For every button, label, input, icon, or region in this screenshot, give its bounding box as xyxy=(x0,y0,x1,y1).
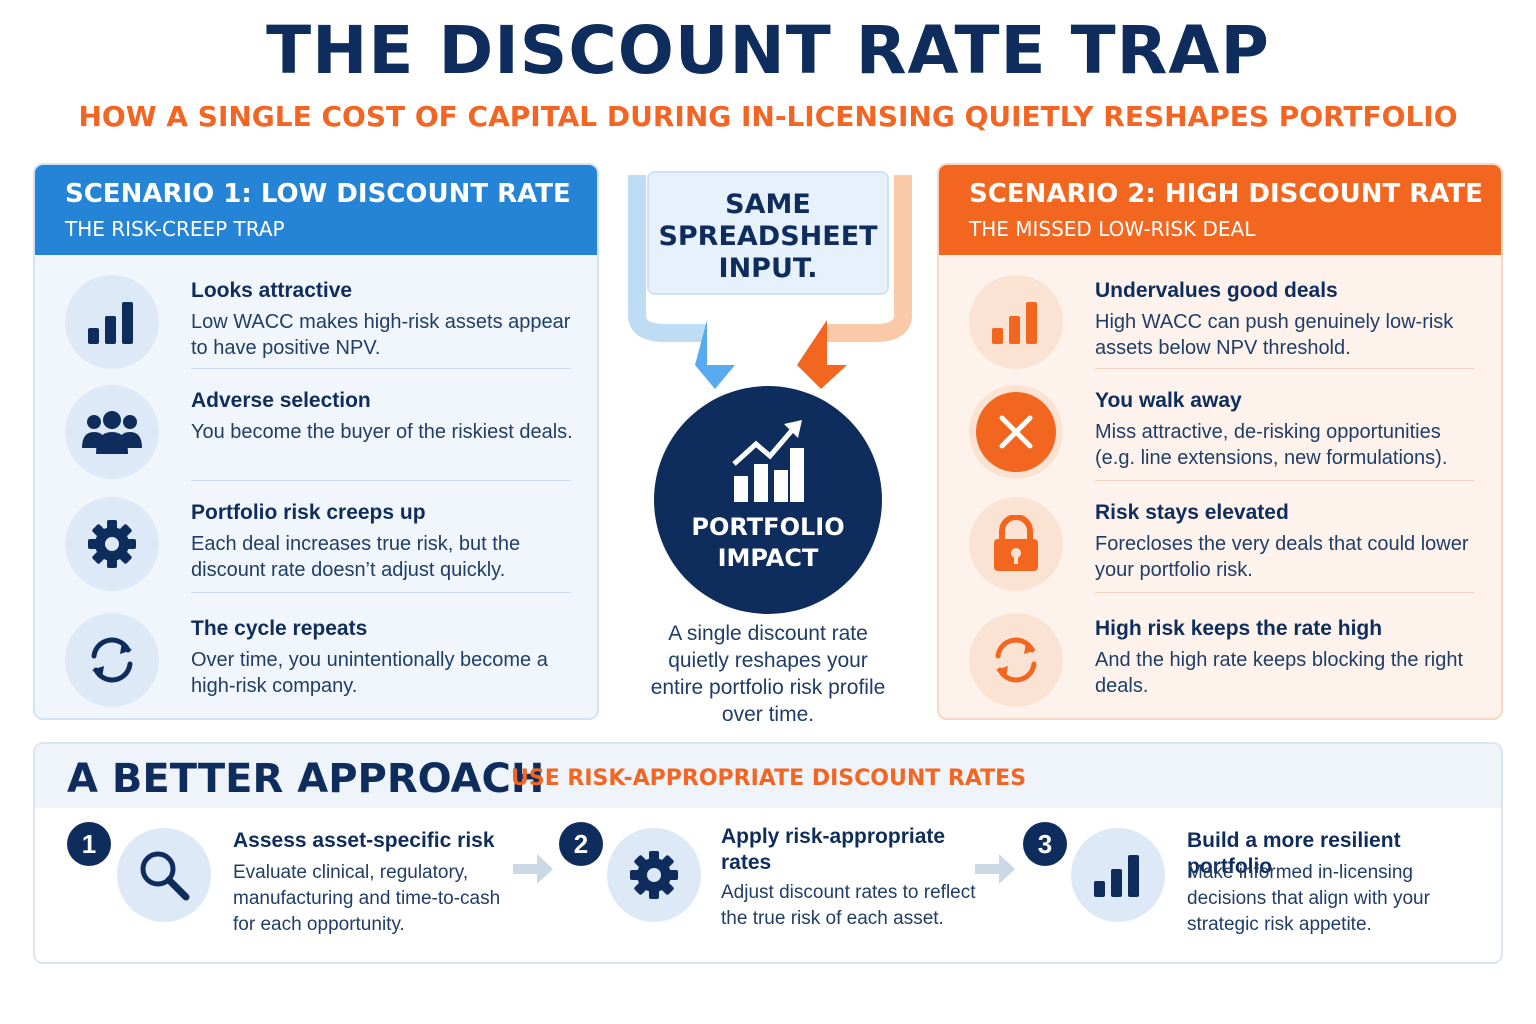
scenario2-header: SCENARIO 2: HIGH DISCOUNT RATE THE MISSE… xyxy=(939,165,1501,255)
scenario2-item-risk-elevated: Risk stays elevated Forecloses the very … xyxy=(939,487,1501,599)
item-title: Undervalues good deals xyxy=(1095,279,1338,302)
scenario1-item-looks-attractive: Looks attractive Low WACC makes high-ris… xyxy=(35,265,597,377)
approach-subtitle: USE RISK-APPROPRIATE DISCOUNT RATES xyxy=(511,766,1027,791)
search-icon xyxy=(117,828,211,922)
step-desc: Adjust discount rates to reflect the tru… xyxy=(721,882,976,929)
scenario2-item-undervalues: Undervalues good deals High WACC can pus… xyxy=(939,265,1501,377)
input-line: SAME xyxy=(725,189,811,220)
scenario1-item-adverse-selection: Adverse selection You become the buyer o… xyxy=(35,375,597,487)
item-desc: Each deal increases true risk, but the d… xyxy=(191,533,521,581)
bar-chart-icon xyxy=(969,275,1063,369)
approach-header xyxy=(35,744,1501,808)
scenario1-title: SCENARIO 1: LOW DISCOUNT RATE xyxy=(65,179,571,209)
step-title: Assess asset-specific risk xyxy=(233,829,495,852)
impact-line: PORTFOLIO xyxy=(691,513,845,541)
item-title: Portfolio risk creeps up xyxy=(191,501,426,524)
page-subtitle: HOW A SINGLE COST OF CAPITAL DURING IN-L… xyxy=(78,100,1458,133)
divider xyxy=(1095,592,1475,593)
item-desc: Low WACC makes high-risk assets appear t… xyxy=(191,311,571,359)
arrow-down-icon xyxy=(695,320,735,389)
item-title: Looks attractive xyxy=(191,279,353,302)
divider xyxy=(191,592,571,593)
item-desc: Miss attractive, de-risking opportunitie… xyxy=(1095,421,1448,469)
step-desc: Make informed in-licensing decisions tha… xyxy=(1187,862,1430,935)
impact-label: PORTFOLIO IMPACT xyxy=(654,512,882,574)
portfolio-impact-circle: PORTFOLIO IMPACT xyxy=(654,386,882,614)
divider xyxy=(191,480,571,481)
scenario2-item-high-risk: High risk keeps the rate high And the hi… xyxy=(939,603,1501,715)
step-number: 2 xyxy=(559,822,603,866)
impact-line: IMPACT xyxy=(717,544,819,572)
step-title: Apply risk-appropriate rates xyxy=(721,825,946,874)
input-line: INPUT. xyxy=(718,253,818,284)
arrow-down-icon xyxy=(797,320,847,389)
people-icon xyxy=(65,385,159,479)
item-desc: You become the buyer of the riskiest dea… xyxy=(191,421,573,443)
scenario2-panel: SCENARIO 2: HIGH DISCOUNT RATE THE MISSE… xyxy=(937,163,1503,720)
bar-chart-icon xyxy=(65,275,159,369)
scenario1-item-cycle-repeats: The cycle repeats Over time, you uninten… xyxy=(35,603,597,715)
cycle-icon xyxy=(969,613,1063,707)
gear-icon xyxy=(607,828,701,922)
item-desc: Over time, you unintentionally become a … xyxy=(191,649,548,697)
scenario1-item-portfolio-risk: Portfolio risk creeps up Each deal incre… xyxy=(35,487,597,599)
close-icon xyxy=(969,385,1063,479)
item-title: You walk away xyxy=(1095,389,1242,412)
better-approach-panel: A BETTER APPROACH USE RISK-APPROPRIATE D… xyxy=(33,742,1503,964)
item-title: Risk stays elevated xyxy=(1095,501,1289,524)
flow-arrows xyxy=(628,175,912,389)
scenario2-title: SCENARIO 2: HIGH DISCOUNT RATE xyxy=(969,179,1483,209)
lock-icon xyxy=(969,497,1063,591)
item-desc: Forecloses the very deals that could low… xyxy=(1095,533,1469,581)
gear-icon xyxy=(65,497,159,591)
scenario1-subtitle: THE RISK-CREEP TRAP xyxy=(65,217,285,241)
step-title: Build a more resilient portfolio xyxy=(1187,829,1401,878)
arrow-right-icon xyxy=(975,854,1015,884)
scenario1-header: SCENARIO 1: LOW DISCOUNT RATE THE RISK-C… xyxy=(35,165,597,255)
impact-description: A single discount rate quietly reshapes … xyxy=(650,622,886,726)
item-desc: High WACC can push genuinely low-risk as… xyxy=(1095,311,1454,359)
item-title: Adverse selection xyxy=(191,389,371,412)
divider xyxy=(1095,480,1475,481)
arrow-right-icon xyxy=(513,854,553,884)
step-number: 3 xyxy=(1023,822,1067,866)
scenario1-panel: SCENARIO 1: LOW DISCOUNT RATE THE RISK-C… xyxy=(33,163,599,720)
item-desc: And the high rate keeps blocking the rig… xyxy=(1095,649,1464,697)
divider xyxy=(1095,368,1475,369)
item-title: High risk keeps the rate high xyxy=(1095,617,1383,640)
spreadsheet-input-box: SAME SPREADSHEET INPUT. xyxy=(647,171,889,295)
scenario2-subtitle: THE MISSED LOW-RISK DEAL xyxy=(969,217,1256,241)
step-desc: Evaluate clinical, regulatory, manufactu… xyxy=(233,862,501,935)
input-line: SPREADSHEET xyxy=(658,221,878,252)
trend-up-icon xyxy=(732,420,804,502)
scenario2-item-walk-away: You walk away Miss attractive, de-riskin… xyxy=(939,375,1501,487)
page-title: THE DISCOUNT RATE TRAP xyxy=(266,12,1270,89)
step-number: 1 xyxy=(67,822,111,866)
bar-chart-icon xyxy=(1071,828,1165,922)
item-title: The cycle repeats xyxy=(191,617,368,640)
approach-title: A BETTER APPROACH xyxy=(67,756,545,802)
divider xyxy=(191,368,571,369)
cycle-icon xyxy=(65,613,159,707)
